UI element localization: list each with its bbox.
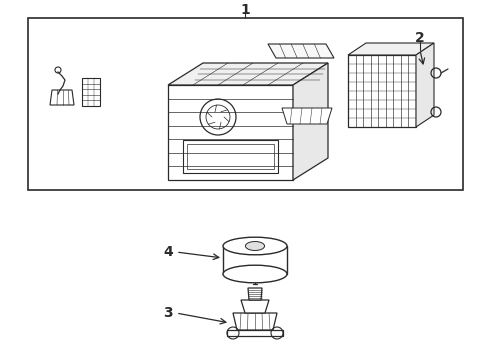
Ellipse shape bbox=[223, 237, 287, 255]
Text: 3: 3 bbox=[163, 306, 173, 320]
Bar bbox=[187, 144, 274, 169]
Bar bbox=[183, 140, 278, 173]
Polygon shape bbox=[293, 63, 328, 180]
Text: 4: 4 bbox=[163, 245, 173, 259]
Polygon shape bbox=[241, 300, 269, 313]
Polygon shape bbox=[50, 90, 74, 105]
Ellipse shape bbox=[223, 265, 287, 283]
Ellipse shape bbox=[245, 242, 265, 251]
Bar bbox=[82, 78, 100, 106]
Polygon shape bbox=[248, 288, 262, 300]
Text: 1: 1 bbox=[240, 3, 250, 17]
Polygon shape bbox=[348, 43, 434, 55]
Polygon shape bbox=[168, 63, 328, 85]
Bar bbox=[28, 18, 463, 190]
Polygon shape bbox=[268, 44, 334, 58]
Circle shape bbox=[251, 242, 259, 250]
Text: 2: 2 bbox=[415, 31, 425, 45]
Bar bbox=[223, 246, 287, 274]
Polygon shape bbox=[227, 330, 283, 336]
Polygon shape bbox=[416, 43, 434, 127]
Polygon shape bbox=[282, 108, 332, 124]
Polygon shape bbox=[233, 313, 277, 330]
Polygon shape bbox=[348, 55, 416, 127]
Polygon shape bbox=[168, 85, 293, 180]
